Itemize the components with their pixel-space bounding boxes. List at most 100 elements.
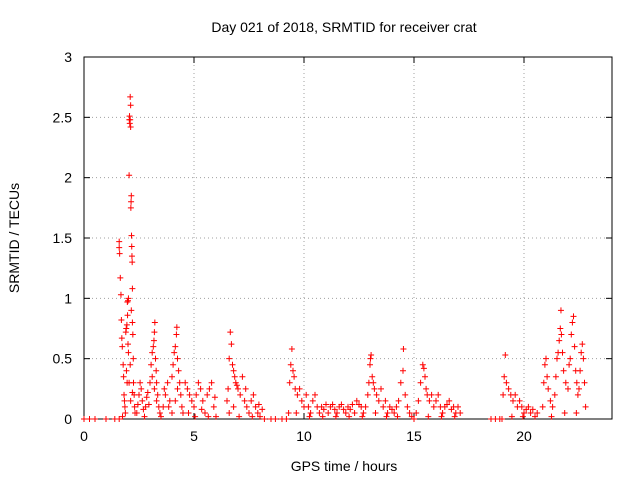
data-point (543, 355, 549, 362)
data-point (225, 385, 232, 392)
data-point (549, 403, 556, 410)
data-point (419, 361, 426, 368)
data-point (153, 397, 160, 404)
data-point (226, 355, 233, 362)
data-point (170, 361, 177, 368)
data-point (320, 406, 327, 413)
data-point (567, 355, 574, 362)
data-point (116, 238, 123, 245)
data-point (129, 331, 136, 338)
data-point (177, 391, 184, 398)
data-point (397, 379, 404, 386)
data-point (164, 379, 171, 386)
data-point (382, 397, 389, 404)
data-point (147, 379, 153, 386)
data-point (362, 403, 369, 410)
data-point (375, 397, 382, 404)
chart-title: Day 021 of 2018, SRMTID for receiver cra… (211, 19, 476, 35)
data-point (541, 361, 548, 368)
data-point (231, 373, 238, 380)
data-point (338, 401, 345, 408)
data-point (573, 409, 580, 416)
data-point (169, 373, 175, 380)
data-point (372, 409, 379, 416)
data-point (125, 295, 132, 302)
data-point (192, 413, 199, 420)
data-point (521, 409, 527, 416)
data-point (547, 397, 554, 404)
data-point (438, 413, 445, 420)
data-point (127, 93, 134, 100)
x-tick-label: 5 (190, 428, 198, 444)
data-point (384, 409, 391, 416)
data-point (202, 409, 208, 416)
data-point (213, 413, 219, 420)
data-point (566, 361, 573, 368)
data-point (126, 172, 133, 179)
data-point (400, 367, 406, 374)
data-point (367, 361, 373, 368)
data-point (505, 385, 512, 392)
data-point (242, 385, 249, 392)
data-point (211, 394, 218, 401)
y-tick-label: 0.5 (53, 351, 73, 367)
data-point (233, 382, 240, 389)
x-tick-label: 20 (516, 428, 532, 444)
data-point (174, 355, 181, 362)
data-point (250, 391, 257, 398)
data-point (568, 331, 575, 338)
data-point (404, 403, 411, 410)
data-point (178, 403, 185, 410)
data-point (134, 401, 141, 408)
data-point (294, 391, 301, 398)
y-tick-label: 0 (64, 411, 72, 427)
data-point (130, 355, 137, 362)
data-point (150, 337, 157, 344)
data-point (351, 409, 358, 416)
data-point (210, 403, 217, 410)
data-point (316, 409, 323, 416)
data-point (433, 397, 439, 404)
data-point (556, 337, 563, 344)
data-point (137, 379, 144, 386)
data-point (529, 406, 536, 413)
data-point (371, 385, 378, 392)
data-point (400, 346, 407, 353)
data-point (227, 329, 234, 336)
data-point (306, 413, 313, 420)
data-point (169, 409, 175, 416)
data-point (558, 331, 565, 338)
data-point (562, 379, 569, 386)
data-point (346, 413, 353, 420)
data-point (286, 379, 293, 386)
data-point (127, 102, 134, 109)
data-point (571, 343, 578, 350)
data-point (158, 413, 164, 420)
data-point (86, 416, 93, 422)
data-point (120, 361, 127, 368)
data-point (124, 298, 131, 305)
data-point (288, 346, 295, 353)
data-point (557, 307, 564, 314)
data-point (144, 389, 151, 396)
data-point (119, 343, 126, 350)
data-point (389, 406, 395, 413)
data-point (380, 403, 387, 410)
data-point (305, 403, 312, 410)
data-point (129, 319, 136, 326)
data-point (334, 409, 340, 416)
data-point (370, 379, 377, 386)
x-tick-label: 10 (296, 428, 312, 444)
data-point (373, 391, 380, 398)
data-point (248, 397, 255, 404)
data-point (394, 413, 401, 420)
data-point (254, 409, 261, 416)
data-point (287, 361, 294, 368)
data-point (121, 397, 128, 404)
data-point (191, 403, 197, 410)
data-point (141, 413, 148, 420)
data-point (503, 379, 510, 386)
data-point (395, 397, 402, 404)
data-point (204, 391, 211, 398)
data-point (128, 307, 135, 314)
